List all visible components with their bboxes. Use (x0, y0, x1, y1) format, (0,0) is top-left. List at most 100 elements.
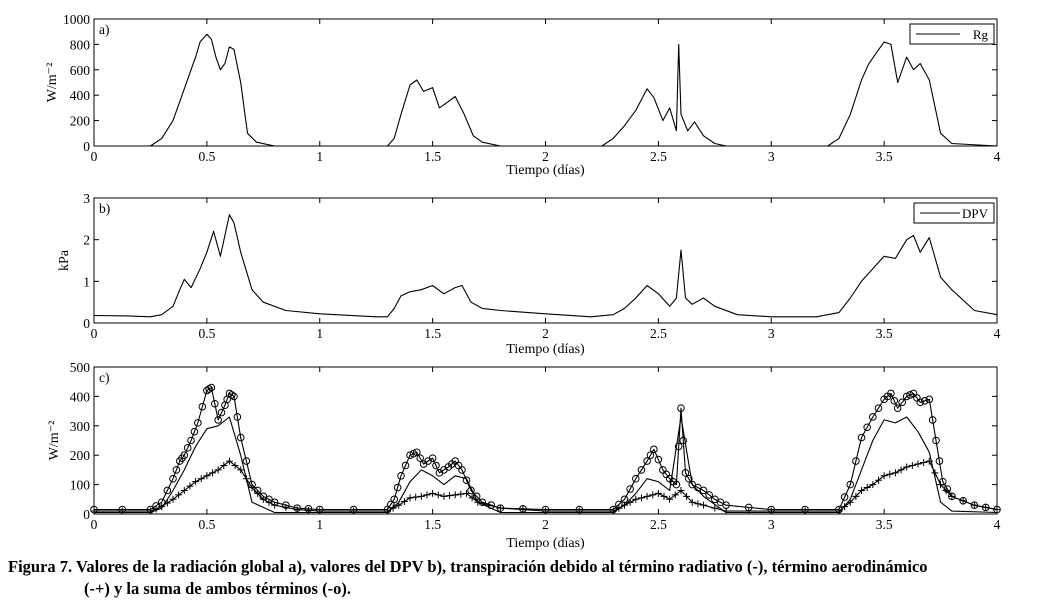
plus-marker (666, 495, 674, 503)
x-tick-label: 1.5 (424, 326, 441, 341)
plus-marker (841, 503, 849, 511)
x-tick-label: 1 (316, 326, 323, 341)
plus-marker (293, 506, 301, 514)
plus-marker (180, 486, 188, 494)
plus-marker (931, 469, 939, 477)
plus-marker (852, 492, 860, 500)
circle-marker (902, 392, 911, 401)
circle-marker (620, 495, 629, 504)
plus-marker (632, 495, 640, 503)
plus-marker (637, 494, 645, 502)
x-tick-label: 2.5 (650, 517, 667, 532)
circle-marker (932, 436, 940, 445)
circle-marker (432, 461, 440, 470)
circle-marker (906, 391, 914, 399)
circle-marker (227, 391, 236, 399)
chart-panel-a: 0 0.5 1 1.5 2 2.5 3 3.5 4 0 200 400 600 800 1000 a) Tiem… (45, 12, 1001, 178)
circle-marker (685, 474, 693, 483)
plus-marker (146, 507, 154, 515)
plus-marker (118, 507, 126, 515)
plus-marker (175, 491, 183, 499)
plus-marker (209, 469, 217, 477)
plus-marker (643, 492, 651, 500)
circle-marker (409, 449, 418, 458)
plus-marker (423, 491, 431, 499)
circle-marker (575, 505, 584, 514)
circle-marker (210, 399, 219, 408)
plus-marker (846, 498, 854, 506)
circle-marker (180, 451, 189, 460)
circle-marker (857, 433, 866, 442)
circle-marker (172, 466, 181, 474)
circle-marker (230, 392, 238, 401)
circle-marker (393, 483, 402, 492)
y-tick-label: 0 (83, 507, 90, 522)
x-tick-label: 0 (91, 326, 98, 341)
circle-marker (304, 505, 313, 513)
circle-marker (236, 433, 245, 442)
circle-marker (898, 398, 906, 407)
circle-marker (846, 480, 855, 489)
circle-marker (643, 457, 651, 465)
circle-marker (948, 492, 956, 501)
x-tick-label: 1.5 (424, 149, 441, 164)
circle-marker (677, 404, 685, 412)
x-tick-label: 2 (542, 326, 549, 341)
y-tick-label: 200 (70, 114, 91, 129)
plus-marker (626, 498, 634, 506)
circle-marker (519, 505, 527, 513)
circle-marker (981, 503, 990, 512)
circle-marker (467, 486, 475, 495)
plus-marker (225, 457, 233, 465)
circle-marker (207, 383, 216, 392)
legend-label: Rg (973, 27, 989, 42)
circle-marker (679, 436, 688, 445)
circle-marker (387, 500, 395, 509)
plus-marker (192, 478, 200, 486)
x-tick-label: 3.5 (876, 326, 893, 341)
circle-marker (890, 397, 899, 405)
plus-marker (400, 498, 408, 506)
x-tick-label: 1 (316, 517, 323, 532)
x-axis-label: Tiempo (días) (506, 342, 585, 357)
legend: Rg (909, 23, 995, 45)
circle-marker (928, 416, 937, 424)
plus-marker (874, 476, 882, 484)
figure-caption: Figura 7. Valores de la radiación global… (8, 556, 1056, 600)
figure-canvas: 0 0.5 1 1.5 2 2.5 3 3.5 402004006008001000a)Tiem… (45, 12, 1001, 551)
x-tick-label: 0.5 (198, 326, 215, 341)
plus-marker (231, 461, 239, 469)
y-tick-label: 2 (83, 233, 90, 248)
circle-marker (282, 501, 290, 509)
circle-marker (198, 402, 207, 411)
circle-marker (401, 461, 410, 470)
x-tick-label: 2 (542, 517, 549, 532)
circle-marker (705, 491, 713, 499)
circle-marker (390, 495, 399, 504)
plus-marker (801, 507, 809, 515)
plus-marker (451, 491, 459, 499)
plus-marker (237, 466, 245, 474)
circle-marker (253, 486, 262, 495)
y-tick-label: 1 (83, 274, 90, 289)
x-tick-label: 2.5 (650, 149, 667, 164)
plus-marker (858, 486, 866, 494)
circle-marker (270, 498, 279, 507)
y-tick-label: 400 (70, 88, 91, 103)
circle-marker (248, 480, 256, 489)
y-tick-label: 100 (70, 478, 91, 493)
plus-marker (446, 492, 454, 500)
circle-marker (152, 502, 160, 510)
y-tick-label: 600 (70, 63, 91, 78)
plus-marker (869, 481, 877, 489)
circle-marker (214, 416, 222, 424)
circle-marker (217, 408, 226, 417)
plus-marker (169, 495, 177, 503)
circle-marker (194, 419, 202, 427)
circle-marker (939, 477, 947, 486)
plus-marker (575, 507, 583, 515)
circle-marker (632, 474, 640, 483)
circle-marker (893, 404, 902, 412)
x-tick-label: 0 (91, 149, 98, 164)
series-line-1 (94, 33, 998, 147)
